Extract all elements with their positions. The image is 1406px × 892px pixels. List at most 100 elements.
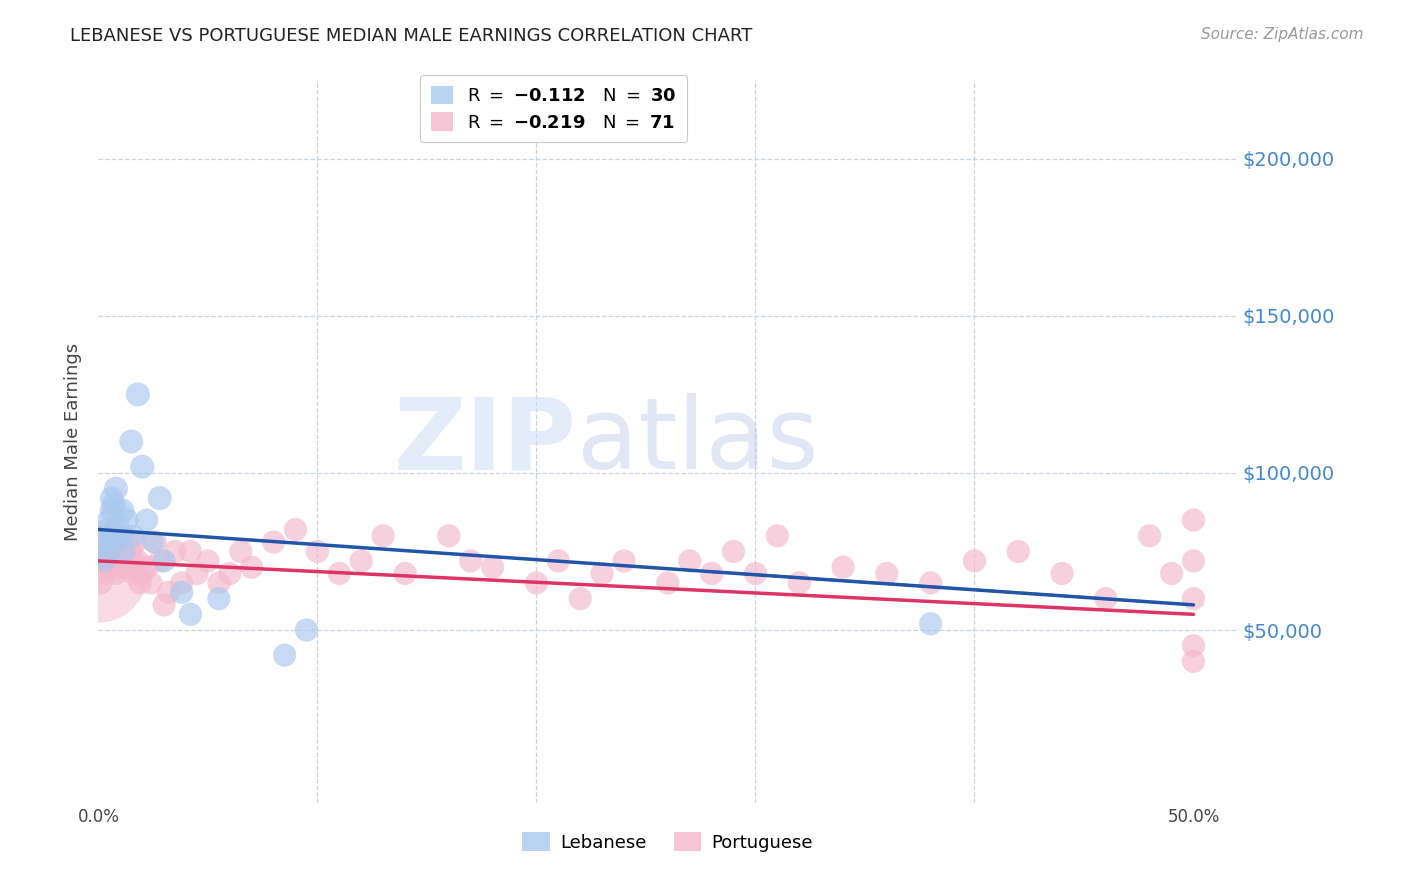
Point xyxy=(110,529,132,543)
Point xyxy=(135,513,157,527)
Point xyxy=(876,566,898,581)
Point xyxy=(94,566,117,581)
Point xyxy=(103,554,125,568)
Point xyxy=(104,566,127,581)
Text: ZIP: ZIP xyxy=(394,393,576,490)
Point xyxy=(170,585,193,599)
Point xyxy=(481,560,503,574)
Point xyxy=(120,434,142,449)
Point xyxy=(165,544,187,558)
Point xyxy=(157,585,180,599)
Point xyxy=(170,575,193,590)
Point xyxy=(120,541,142,556)
Point xyxy=(142,535,165,549)
Point xyxy=(149,554,172,568)
Point xyxy=(295,623,318,637)
Legend: Lebanese, Portuguese: Lebanese, Portuguese xyxy=(515,825,821,859)
Point xyxy=(460,554,482,568)
Point xyxy=(104,482,127,496)
Point xyxy=(394,566,416,581)
Point xyxy=(240,560,263,574)
Point xyxy=(273,648,295,662)
Point xyxy=(832,560,855,574)
Point xyxy=(91,535,114,549)
Point xyxy=(100,491,122,505)
Point xyxy=(1182,655,1205,669)
Point xyxy=(787,575,810,590)
Point xyxy=(100,503,122,517)
Point xyxy=(1050,566,1073,581)
Text: LEBANESE VS PORTUGUESE MEDIAN MALE EARNINGS CORRELATION CHART: LEBANESE VS PORTUGUESE MEDIAN MALE EARNI… xyxy=(70,27,752,45)
Point xyxy=(591,566,613,581)
Point xyxy=(371,529,394,543)
Point xyxy=(963,554,986,568)
Point xyxy=(613,554,636,568)
Point xyxy=(96,523,118,537)
Point xyxy=(197,554,219,568)
Point xyxy=(139,575,162,590)
Point xyxy=(115,560,138,574)
Point xyxy=(87,566,110,581)
Point xyxy=(107,544,129,558)
Point xyxy=(657,575,679,590)
Point xyxy=(124,535,146,549)
Point xyxy=(700,566,723,581)
Point xyxy=(208,591,231,606)
Point xyxy=(218,566,240,581)
Point xyxy=(122,566,145,581)
Point xyxy=(208,575,231,590)
Point xyxy=(437,529,460,543)
Point xyxy=(122,529,145,543)
Point xyxy=(127,387,149,401)
Point xyxy=(118,554,141,568)
Point xyxy=(96,544,118,558)
Point xyxy=(111,503,134,517)
Point xyxy=(115,513,138,527)
Point xyxy=(145,535,166,549)
Point xyxy=(723,544,745,558)
Point xyxy=(263,535,285,549)
Point xyxy=(153,554,176,568)
Point xyxy=(1182,591,1205,606)
Point xyxy=(98,513,121,527)
Point xyxy=(98,560,121,574)
Point xyxy=(127,554,149,568)
Point xyxy=(744,566,766,581)
Point xyxy=(131,459,153,474)
Point xyxy=(569,591,592,606)
Point xyxy=(284,523,307,537)
Point xyxy=(129,575,152,590)
Point xyxy=(90,575,112,590)
Point xyxy=(186,566,208,581)
Point xyxy=(110,560,132,574)
Text: atlas: atlas xyxy=(576,393,818,490)
Point xyxy=(153,598,176,612)
Point xyxy=(1182,513,1205,527)
Point xyxy=(103,535,125,549)
Point xyxy=(1182,639,1205,653)
Point xyxy=(94,554,117,568)
Point xyxy=(1160,566,1182,581)
Point xyxy=(135,560,157,574)
Point xyxy=(1007,544,1029,558)
Point xyxy=(149,491,172,505)
Point xyxy=(131,566,153,581)
Point xyxy=(766,529,789,543)
Point xyxy=(547,554,569,568)
Point xyxy=(307,544,329,558)
Point xyxy=(679,554,702,568)
Point xyxy=(91,554,114,568)
Point xyxy=(111,529,134,543)
Point xyxy=(100,535,122,549)
Point xyxy=(920,616,942,631)
Point xyxy=(179,607,201,622)
Point xyxy=(98,544,121,558)
Point xyxy=(1182,554,1205,568)
Point xyxy=(328,566,350,581)
Point xyxy=(1095,591,1118,606)
Point xyxy=(179,544,201,558)
Text: Source: ZipAtlas.com: Source: ZipAtlas.com xyxy=(1201,27,1364,42)
Point xyxy=(107,519,129,533)
Point xyxy=(229,544,252,558)
Point xyxy=(920,575,942,590)
